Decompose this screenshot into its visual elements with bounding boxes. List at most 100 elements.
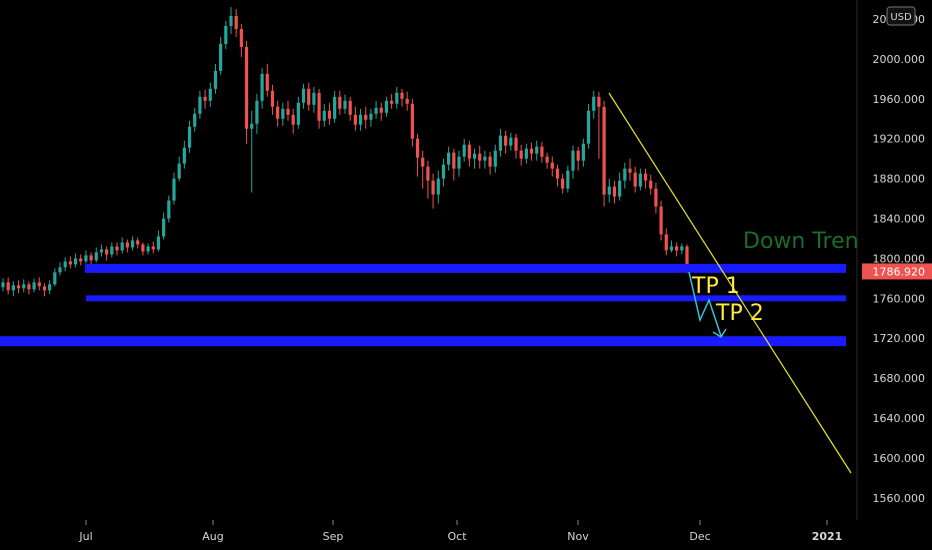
support-level-line (86, 295, 846, 302)
tp2-label: TP 2 (715, 301, 764, 326)
projection-path (688, 271, 722, 337)
candle (255, 93, 259, 134)
candle (162, 212, 166, 240)
candle (550, 156, 554, 177)
candle (125, 239, 129, 253)
price-tick-label: 1920.000 (873, 133, 926, 146)
candle (586, 103, 591, 149)
candle (602, 100, 606, 207)
candle (592, 90, 596, 119)
candle (447, 146, 451, 171)
candle (172, 172, 176, 205)
candle (566, 165, 570, 193)
candle (379, 102, 383, 121)
candle (643, 168, 648, 189)
last-price-tag: 1786.920 (862, 263, 932, 280)
candle (415, 133, 420, 177)
candle (493, 144, 497, 173)
drawings: TP 1TP 2 Down Tren (608, 92, 859, 474)
candle (177, 156, 181, 182)
candle (182, 140, 186, 169)
price-tick-label: 1960.000 (873, 93, 926, 106)
candle (94, 247, 98, 263)
candle (348, 96, 352, 121)
candle (32, 278, 36, 293)
candle (296, 96, 300, 129)
candle (286, 100, 290, 121)
candle (529, 142, 534, 161)
candle (452, 148, 456, 181)
candle (22, 279, 26, 293)
candle (369, 108, 373, 127)
time-tick-label: Nov (567, 530, 589, 543)
candle (208, 82, 212, 107)
price-tick-label: 1560.000 (873, 492, 926, 505)
candle (244, 40, 249, 144)
candle (84, 250, 88, 264)
candle (213, 63, 218, 94)
candle (333, 90, 337, 123)
candle (633, 166, 637, 193)
candle (229, 7, 233, 34)
candle (291, 108, 295, 134)
candle (27, 281, 31, 295)
downtrend-label: Down Tren (743, 229, 859, 254)
candle (669, 240, 674, 253)
candle (317, 88, 321, 129)
candle (649, 174, 653, 195)
trend-line (608, 92, 852, 474)
candle (358, 108, 363, 131)
candle (664, 228, 668, 256)
candle (504, 130, 508, 154)
candle (136, 237, 140, 249)
candle (198, 90, 202, 119)
candle (156, 230, 161, 252)
candle (498, 128, 503, 157)
candle (400, 88, 404, 107)
candle (488, 151, 492, 175)
candle (618, 172, 622, 201)
candle (607, 178, 611, 203)
currency-badge[interactable]: USD (886, 6, 916, 26)
support-level-line (0, 336, 846, 347)
projection-arrowhead (712, 328, 727, 339)
price-tick-label: 1880.000 (873, 173, 926, 186)
candle (467, 140, 471, 167)
candle (623, 162, 627, 189)
price-tick-label: 1760.000 (873, 292, 926, 305)
candle (597, 91, 601, 159)
candle (79, 254, 83, 266)
candle (364, 106, 368, 129)
candle (141, 242, 145, 256)
candle (281, 102, 285, 126)
time-tick-label: Oct (447, 530, 467, 543)
candle (524, 143, 528, 164)
candle (571, 145, 575, 179)
candle (421, 150, 425, 189)
candle (390, 93, 394, 109)
candle (42, 283, 47, 297)
tp1-label: TP 1 (691, 274, 740, 299)
candle (628, 158, 632, 181)
candle (260, 67, 264, 109)
candle (327, 102, 332, 125)
candle (63, 257, 67, 272)
candle (307, 82, 311, 111)
price-tick-label: 1640.000 (873, 412, 926, 425)
candle (11, 281, 15, 297)
candle (405, 91, 409, 111)
candle (659, 200, 663, 241)
candle (48, 280, 52, 295)
candle (675, 242, 679, 257)
candle (343, 94, 347, 114)
candle (239, 23, 243, 57)
price-tick-label: 2000.000 (873, 53, 926, 66)
candle (146, 243, 150, 255)
time-tick-label: Dec (689, 530, 710, 543)
candle (115, 242, 119, 256)
candle (130, 236, 135, 251)
candle (16, 280, 21, 294)
candle (193, 107, 197, 132)
currency-label: USD (890, 12, 912, 23)
